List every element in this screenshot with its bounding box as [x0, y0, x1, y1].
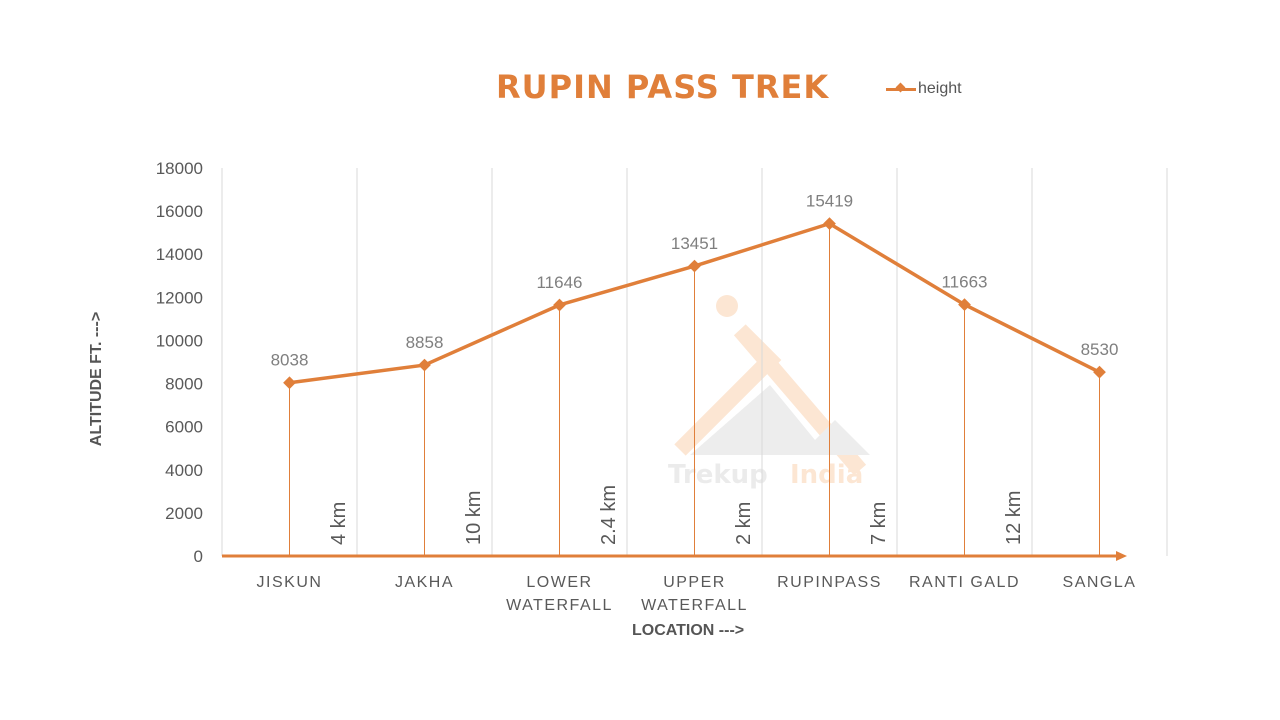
x-category-label: RUPINPASS [777, 574, 882, 591]
data-marker-icon [283, 376, 296, 390]
y-tick-label: 16000 [156, 202, 203, 221]
distance-label: 12 km [1003, 491, 1025, 545]
y-tick-label: 10000 [156, 331, 203, 350]
data-label: 8038 [271, 351, 309, 370]
y-tick-label: 0 [194, 547, 203, 566]
x-category-label: RANTI GALD [909, 574, 1020, 591]
x-category-label: LOWER [526, 574, 592, 591]
data-marker-icon [418, 358, 431, 372]
x-category-label: WATERFALL [506, 597, 613, 614]
x-category-label: WATERFALL [641, 597, 748, 614]
data-marker-icon [553, 298, 566, 312]
watermark-mountain-icon [674, 324, 867, 476]
watermark-dot-icon [716, 295, 738, 317]
distance-label: 4 km [328, 502, 350, 545]
chart-title: RUPIN PASS TREK [496, 68, 830, 106]
distance-label: 2 km [733, 502, 755, 545]
data-label: 11663 [941, 273, 987, 292]
data-marker-icon [688, 259, 701, 273]
y-tick-label: 4000 [165, 461, 203, 480]
distance-label: 2.4 km [598, 485, 620, 545]
y-tick-label: 6000 [165, 418, 203, 437]
x-category-label: JISKUN [257, 574, 323, 591]
x-category-label: JAKHA [395, 574, 454, 591]
distance-label: 7 km [868, 502, 890, 545]
y-tick-label: 8000 [165, 375, 203, 394]
y-axis-label: ALTITUDE FT. ---> [88, 311, 105, 447]
x-category-label: UPPER [663, 574, 726, 591]
y-tick-label: 12000 [156, 288, 203, 307]
data-marker-icon [1093, 365, 1106, 379]
legend-line-marker-icon [886, 87, 916, 91]
data-label: 8530 [1081, 340, 1119, 359]
distance-label: 10 km [463, 491, 485, 545]
legend-label: height [918, 80, 962, 97]
legend: height [886, 80, 962, 98]
data-label: 15419 [806, 192, 853, 211]
data-label: 13451 [671, 234, 718, 253]
y-tick-label: 14000 [156, 245, 203, 264]
watermark-peak-icon [690, 385, 870, 455]
x-axis-label: LOCATION ---> [632, 622, 745, 639]
data-label: 11646 [536, 273, 582, 292]
x-axis-arrow-icon [1116, 551, 1127, 561]
watermark-text: India [790, 460, 863, 490]
data-label: 8858 [406, 333, 444, 352]
x-category-label: SANGLA [1063, 574, 1137, 591]
y-tick-label: 18000 [156, 159, 203, 178]
y-tick-label: 2000 [165, 504, 203, 523]
watermark-text: Trekup [668, 460, 768, 490]
